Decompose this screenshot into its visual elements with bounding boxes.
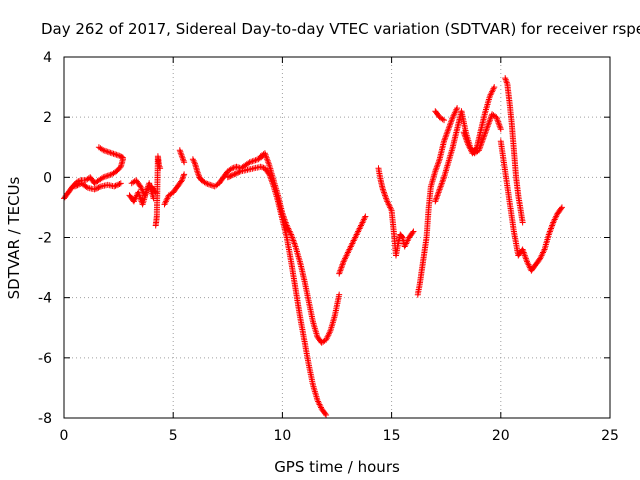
data-point-markers [414,105,461,298]
data-point-markers [128,177,157,202]
chart-title: Day 262 of 2017, Sidereal Day-to-day VTE… [41,20,640,38]
x-tick-label: 0 [60,428,69,444]
x-tick-label: 10 [273,428,291,444]
tick-labels: 0 5 10 15 20 25 -8 -6 -4 -2 0 2 4 [38,50,619,444]
y-tick-label: -4 [38,291,52,307]
data-point-markers [161,171,188,208]
data-point-markers [375,165,417,259]
x-tick-label: 20 [492,428,510,444]
data-point-markers [432,108,448,124]
x-tick-label: 15 [383,428,401,444]
data-point-markers [176,147,188,166]
y-tick-label: 2 [43,110,52,126]
x-tick-label: 25 [601,428,619,444]
data-point-markers [257,150,343,346]
data-point-markers [497,138,565,274]
y-tick-label: -8 [38,411,52,427]
data-point-markers [61,156,126,202]
grid-lines [64,57,610,418]
plot-frame [63,56,611,419]
y-tick-label: -2 [38,231,52,247]
data-point-markers [502,75,526,226]
data-point-markers [71,180,124,193]
data-point-markers [95,144,126,161]
data-point-markers [460,84,498,157]
y-tick-label: 0 [43,170,52,186]
data-point-markers [336,213,369,277]
data-point-markers [152,153,164,229]
x-tick-label: 5 [169,428,178,444]
y-tick-label: -6 [38,351,52,367]
y-axis-label: SDTVAR / TECUs [5,176,23,299]
y-tick-label: 4 [43,50,52,66]
data-points [61,75,565,418]
data-point-markers [189,153,266,190]
x-axis-label: GPS time / hours [274,458,400,476]
